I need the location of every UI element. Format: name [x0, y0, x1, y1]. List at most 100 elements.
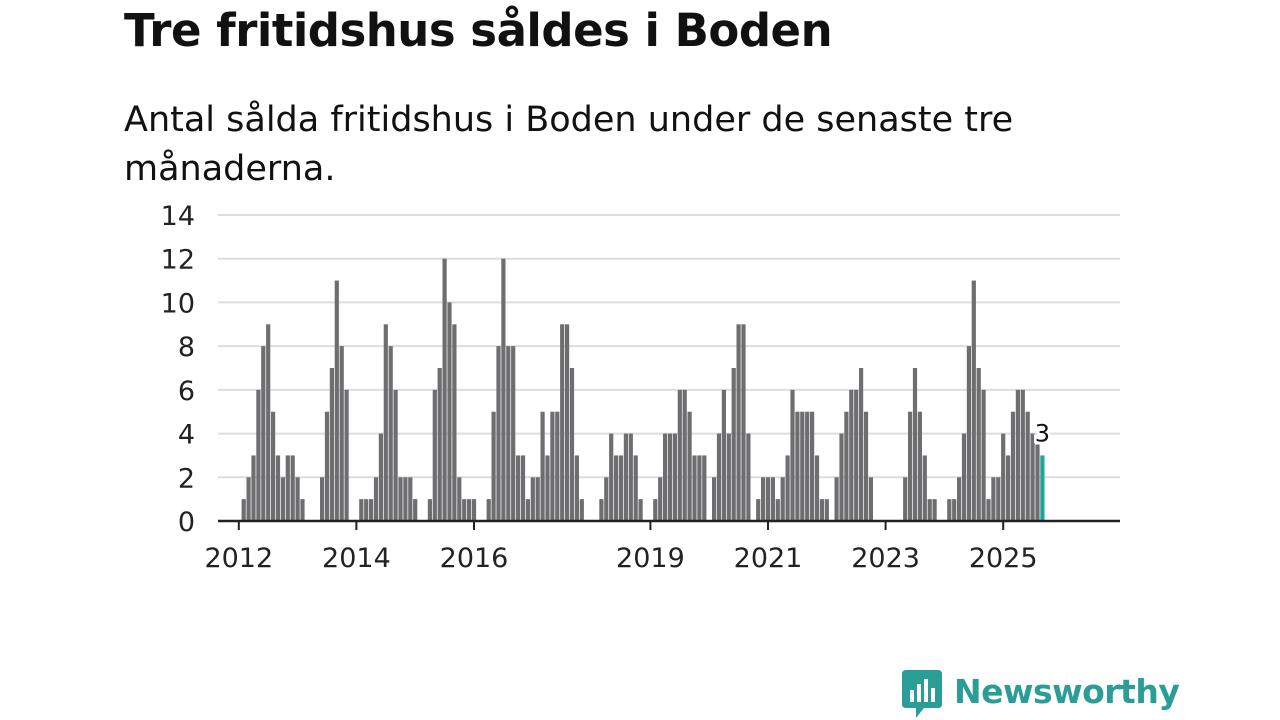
- newsworthy-logo-icon: [902, 670, 942, 718]
- bar: [996, 477, 1001, 521]
- bar: [437, 368, 442, 521]
- y-tick-label: 2: [178, 463, 195, 494]
- bar: [246, 477, 251, 521]
- bar: [378, 433, 383, 521]
- y-tick-label: 10: [161, 288, 195, 319]
- bar: [908, 411, 913, 521]
- bar: [511, 346, 516, 521]
- bar: [628, 433, 633, 521]
- bar: [251, 455, 256, 521]
- latest-value-label: 3: [1035, 419, 1050, 447]
- bar: [550, 411, 555, 521]
- bar: [295, 477, 300, 521]
- bar: [903, 477, 908, 521]
- bar-latest: [1040, 455, 1045, 521]
- bar: [952, 499, 957, 521]
- bar: [770, 477, 775, 521]
- bar: [560, 324, 565, 521]
- bar: [320, 477, 325, 521]
- bar: [324, 411, 330, 521]
- bar: [344, 389, 349, 521]
- bar: [398, 477, 403, 521]
- x-axis-labels: 2012 2014 2016 2019 2021 2023 2025: [204, 543, 1037, 574]
- bar: [388, 346, 393, 521]
- bar: [535, 477, 540, 521]
- bars: [241, 258, 1045, 521]
- bar: [966, 346, 971, 521]
- bar: [780, 477, 785, 521]
- bar: [726, 433, 731, 521]
- bar: [692, 455, 697, 521]
- bar: [663, 433, 668, 521]
- bar: [922, 455, 927, 521]
- bar: [746, 433, 751, 521]
- bar: [677, 389, 682, 521]
- bar: [976, 368, 981, 521]
- bar: [1020, 389, 1025, 521]
- bar: [947, 499, 952, 521]
- bar: [403, 477, 408, 521]
- bar: [540, 411, 545, 521]
- bar: [971, 280, 976, 521]
- bar: [844, 411, 849, 521]
- bar: [839, 433, 844, 521]
- bar: [623, 433, 628, 521]
- y-tick-label: 14: [161, 201, 195, 232]
- bar: [300, 499, 305, 521]
- bar: [432, 389, 437, 521]
- bar: [565, 324, 570, 521]
- bar: [658, 477, 663, 521]
- x-tick-label: 2021: [734, 543, 803, 574]
- bar: [471, 499, 477, 521]
- x-tick-label: 2023: [851, 543, 920, 574]
- bar: [731, 368, 736, 521]
- bar: [545, 455, 550, 521]
- bar: [599, 499, 604, 521]
- bar: [496, 346, 501, 521]
- annotations: 3: [1032, 417, 1052, 450]
- bar: [579, 499, 584, 521]
- bar: [741, 324, 746, 521]
- bar: [1025, 411, 1030, 521]
- bar: [849, 389, 854, 521]
- bar: [712, 477, 717, 521]
- bar: [447, 302, 452, 521]
- y-tick-label: 4: [178, 420, 195, 451]
- bar: [364, 499, 369, 521]
- bar: [339, 346, 344, 521]
- brand-name: Newsworthy: [954, 672, 1180, 711]
- bar: [393, 389, 398, 521]
- bar: [516, 455, 521, 521]
- bar: [834, 477, 839, 521]
- bar: [266, 324, 271, 521]
- bar: [672, 433, 677, 521]
- bar: [981, 389, 986, 521]
- bar: [359, 499, 364, 521]
- bar: [555, 411, 560, 521]
- bar: [653, 499, 658, 521]
- bar: [991, 477, 996, 521]
- bar: [491, 411, 496, 521]
- bar: [682, 389, 687, 521]
- bar: [569, 368, 575, 521]
- bar: [261, 346, 266, 521]
- y-tick-label: 12: [161, 245, 195, 276]
- bar: [1035, 444, 1040, 521]
- bar: [854, 389, 859, 521]
- bar: [408, 477, 413, 521]
- bar: [756, 499, 761, 521]
- x-tick-label: 2019: [616, 543, 685, 574]
- bar: [525, 499, 530, 521]
- bar: [957, 477, 962, 521]
- bar: [819, 499, 824, 521]
- bar: [427, 499, 432, 521]
- bar: [814, 455, 820, 521]
- bar: [761, 477, 766, 521]
- bar: [271, 411, 276, 521]
- bar: [467, 499, 472, 521]
- bar: [290, 455, 295, 521]
- bar: [1010, 411, 1016, 521]
- bar: [280, 477, 285, 521]
- bar: [702, 455, 707, 521]
- bar: [604, 477, 609, 521]
